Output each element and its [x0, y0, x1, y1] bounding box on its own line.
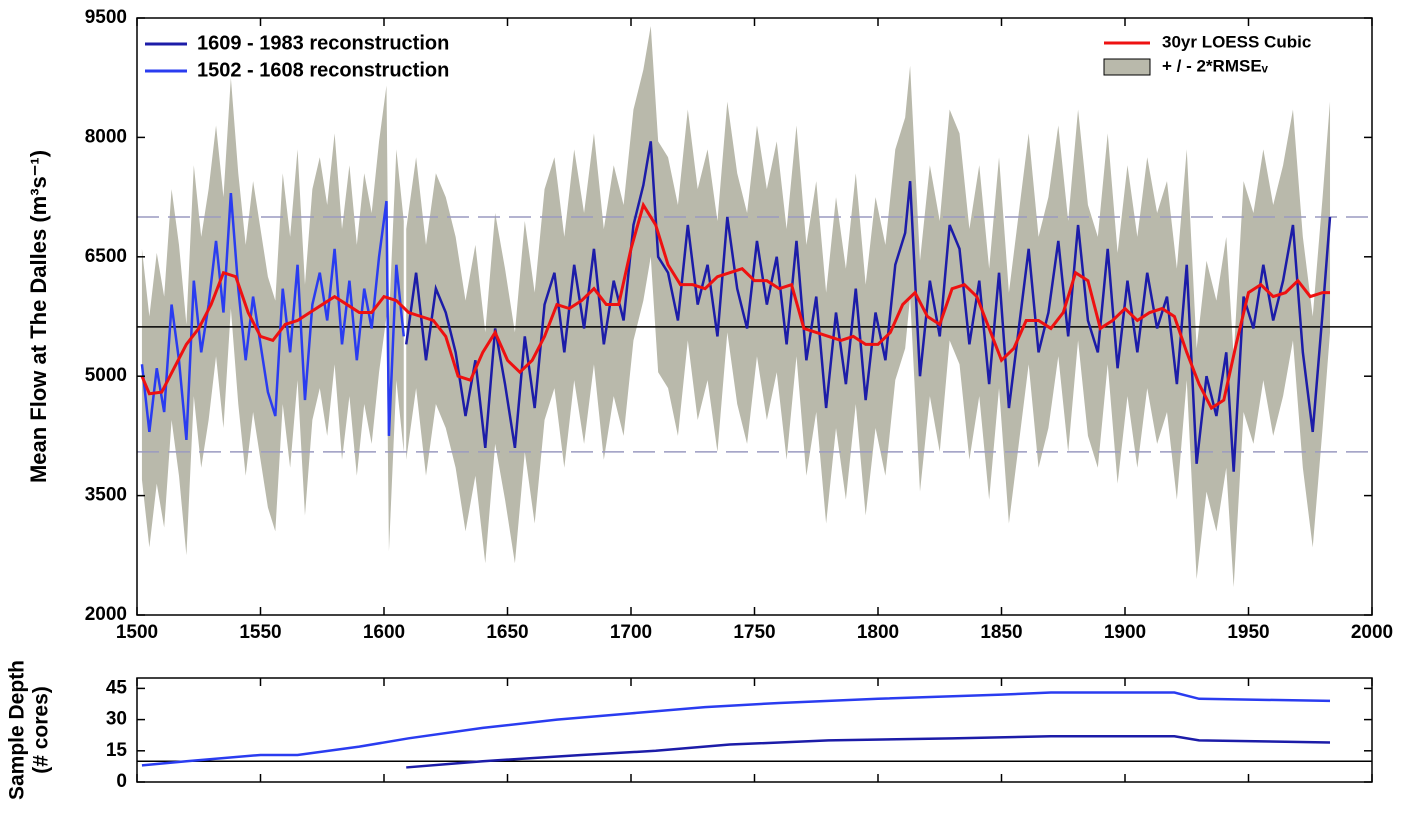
y-tick-label: 2000 — [85, 604, 127, 625]
x-tick-label: 2000 — [1351, 622, 1393, 643]
x-tick-label: 1500 — [116, 622, 158, 643]
legend-label: 1502 - 1608 reconstruction — [197, 59, 449, 81]
legend-label: 1609 - 1983 reconstruction — [197, 32, 449, 54]
y-tick-label: 30 — [106, 709, 127, 730]
series-line — [140, 201, 1331, 411]
x-tick-label: 1700 — [610, 622, 652, 643]
series-line — [140, 193, 406, 440]
legend-swatch — [1103, 58, 1151, 76]
y-tick-label: 9500 — [85, 7, 127, 28]
series-line — [406, 734, 1331, 769]
error-band — [406, 25, 1331, 588]
plot-area — [137, 691, 1372, 769]
x-tick-label: 1950 — [1227, 622, 1269, 643]
x-tick-label: 1750 — [733, 622, 775, 643]
y-tick-label: 6500 — [85, 246, 127, 267]
y-tick-label: 3500 — [85, 485, 127, 506]
x-tick-label: 1850 — [980, 622, 1022, 643]
error-band — [141, 77, 404, 556]
x-tick-label: 1550 — [239, 622, 281, 643]
y-axis-label: Mean Flow at The Dalles (m³s⁻¹) — [26, 150, 51, 483]
y-tick-label: 0 — [116, 771, 127, 792]
y-tick-label: 15 — [106, 740, 128, 761]
y-tick-label: 45 — [106, 677, 128, 698]
y-tick-label: 8000 — [85, 126, 127, 147]
plot-frame — [136, 677, 1373, 783]
series-line — [404, 141, 1332, 472]
plot-area — [137, 25, 1372, 588]
series-line — [141, 691, 1331, 767]
legend-label: 30yr LOESS Cubic — [1162, 32, 1311, 51]
y-tick-label: 5000 — [85, 365, 127, 386]
x-tick-label: 1800 — [857, 622, 899, 643]
x-tick-label: 1600 — [363, 622, 405, 643]
y-axis-label: (# cores) — [30, 686, 53, 774]
x-tick-label: 1900 — [1104, 622, 1146, 643]
legend-label: + / - 2*RMSEᵥ — [1162, 56, 1269, 75]
x-tick-label: 1650 — [486, 622, 528, 643]
y-axis-label: Sample Depth — [6, 660, 29, 800]
